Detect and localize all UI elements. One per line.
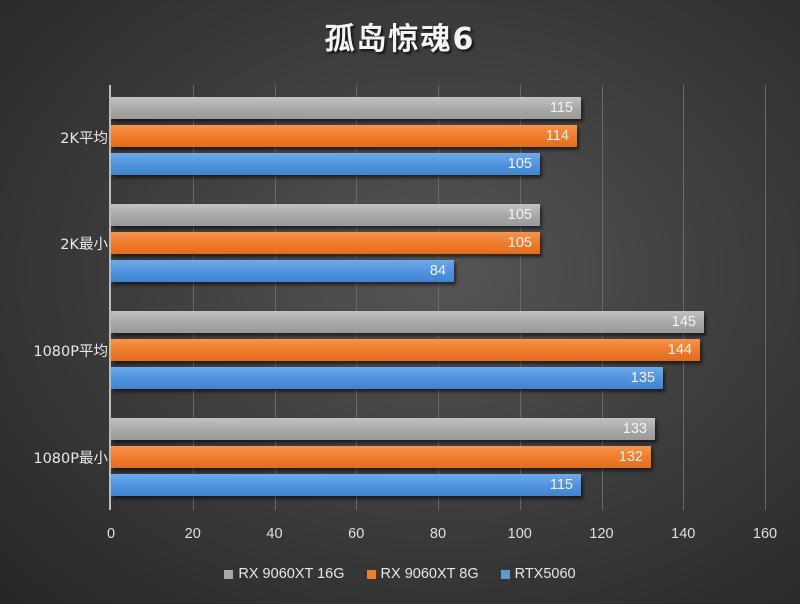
legend-swatch-orange — [366, 569, 376, 579]
legend-item-rx9060xt-8g[interactable]: RX 9060XT 8G — [366, 566, 479, 582]
data-label: 132 — [618, 449, 643, 465]
bar-rx9060xt-8g: 144 — [111, 339, 700, 361]
gridline — [356, 85, 358, 510]
data-label: 84 — [429, 263, 446, 279]
category-group-1080p-min: 133 132 115 — [111, 418, 765, 502]
x-tick-label: 80 — [429, 526, 447, 542]
category-label: 1080P平均 — [33, 344, 108, 360]
x-tick-label: 160 — [752, 526, 778, 542]
category-label: 2K平均 — [60, 131, 108, 147]
gridline — [765, 85, 766, 510]
legend: RX 9060XT 16G RX 9060XT 8G RTX5060 — [0, 566, 800, 582]
bar-rx9060xt-16g: 145 — [111, 311, 704, 333]
category-label: 1080P最小 — [33, 451, 108, 467]
legend-label: RX 9060XT 8G — [380, 566, 479, 582]
bar-rx9060xt-16g: 115 — [111, 97, 581, 119]
y-axis-line — [109, 85, 111, 510]
gridline — [601, 85, 603, 510]
data-label: 145 — [671, 314, 696, 330]
legend-item-rx9060xt-16g[interactable]: RX 9060XT 16G — [224, 566, 345, 582]
data-label: 105 — [507, 235, 532, 251]
x-tick-label: 20 — [184, 526, 201, 542]
gridline — [438, 85, 439, 510]
bar-rx9060xt-16g: 133 — [111, 418, 655, 440]
bar-rtx5060: 135 — [111, 367, 663, 389]
gridline — [192, 85, 194, 510]
category-group-2k-min: 105 105 84 — [111, 204, 765, 288]
data-label: 135 — [630, 370, 655, 386]
x-tick-label: 140 — [671, 526, 696, 542]
x-tick-label: 60 — [348, 526, 365, 542]
data-label: 133 — [622, 421, 647, 437]
x-tick-label: 0 — [106, 526, 116, 542]
x-tick-label: 40 — [266, 526, 283, 542]
data-label: 144 — [667, 342, 692, 358]
bar-rx9060xt-8g: 105 — [111, 232, 540, 254]
category-group-1080p-avg: 145 144 135 — [111, 311, 765, 395]
gridline — [683, 85, 685, 510]
bar-rx9060xt-16g: 105 — [111, 204, 540, 226]
legend-item-rtx5060[interactable]: RTX5060 — [500, 566, 576, 582]
data-label: 115 — [549, 100, 573, 116]
legend-swatch-gray — [224, 569, 234, 579]
gridline — [519, 85, 521, 510]
x-tick-label: 100 — [507, 526, 532, 542]
data-label: 115 — [549, 477, 573, 493]
bar-rtx5060: 105 — [111, 153, 540, 175]
data-label: 105 — [507, 207, 532, 223]
legend-label: RX 9060XT 16G — [238, 566, 345, 582]
category-label: 2K最小 — [60, 237, 108, 253]
plot-area: 115 114 105 105 105 84 145 144 135 133 1… — [109, 85, 766, 510]
legend-label: RTX5060 — [514, 566, 576, 582]
legend-swatch-blue — [500, 569, 510, 579]
data-label: 114 — [545, 128, 569, 144]
bar-rx9060xt-8g: 132 — [111, 446, 651, 468]
bar-rtx5060: 115 — [111, 474, 581, 496]
x-tick-label: 120 — [589, 526, 614, 542]
category-group-2k-avg: 115 114 105 — [111, 97, 765, 181]
chart-title: 孤岛惊魂6 — [324, 22, 476, 57]
bar-rx9060xt-8g: 114 — [111, 125, 577, 147]
gridline — [274, 85, 276, 510]
bar-rtx5060: 84 — [111, 260, 454, 282]
data-label: 105 — [507, 156, 532, 172]
